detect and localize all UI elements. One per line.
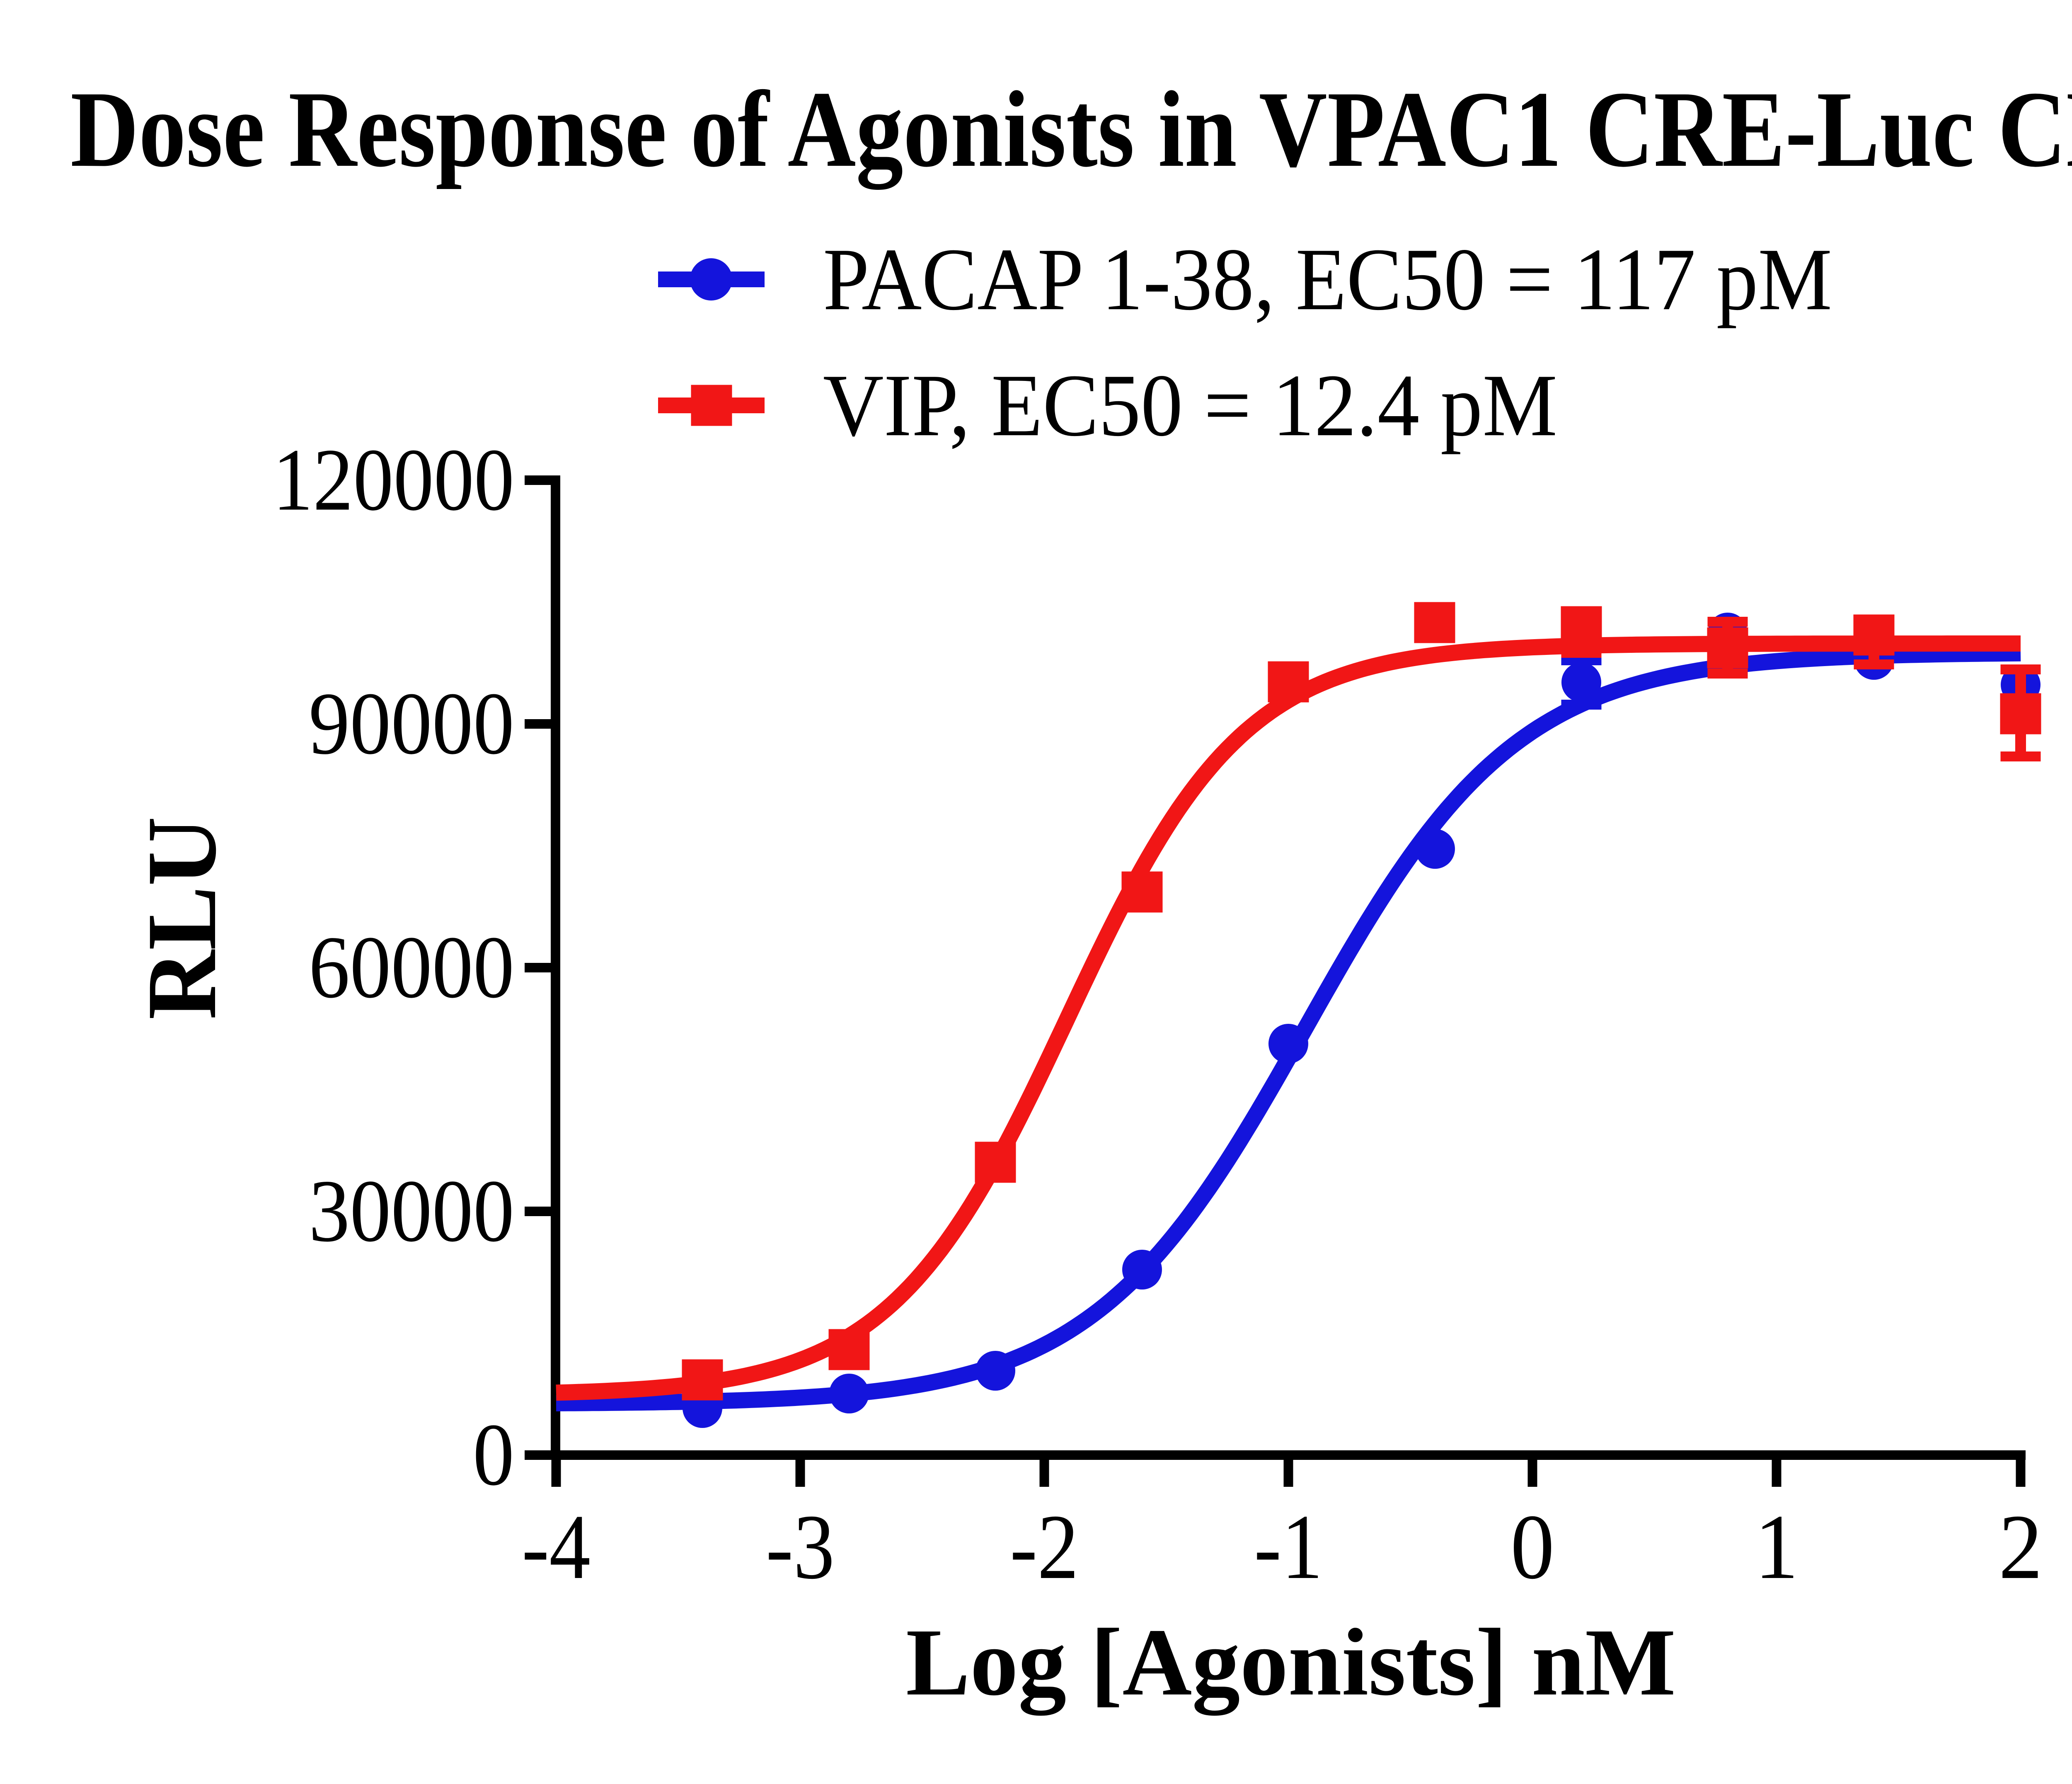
svg-text:60000: 60000 [309,918,514,1017]
svg-text:0: 0 [1510,1496,1554,1598]
svg-text:-3: -3 [766,1496,835,1598]
svg-text:Dose Response of Agonists in V: Dose Response of Agonists in VPAC1 CRE-L… [70,69,2072,191]
svg-text:RLU: RLU [126,817,237,1020]
svg-text:90000: 90000 [309,674,514,773]
svg-text:-4: -4 [522,1496,591,1598]
svg-text:VIP, EC50 = 12.4 pM: VIP, EC50 = 12.4 pM [823,356,1557,455]
svg-text:0: 0 [473,1405,514,1504]
svg-text:30000: 30000 [309,1161,514,1260]
svg-text:-2: -2 [1010,1496,1079,1598]
svg-text:Log [Agonists] nM: Log [Agonists] nM [906,1609,1676,1716]
svg-text:-1: -1 [1254,1496,1323,1598]
svg-text:120000: 120000 [273,430,514,529]
svg-text:PACAP 1-38, EC50 = 117 pM: PACAP 1-38, EC50 = 117 pM [823,230,1832,329]
svg-text:2: 2 [1999,1496,2043,1598]
svg-text:1: 1 [1755,1496,1798,1598]
